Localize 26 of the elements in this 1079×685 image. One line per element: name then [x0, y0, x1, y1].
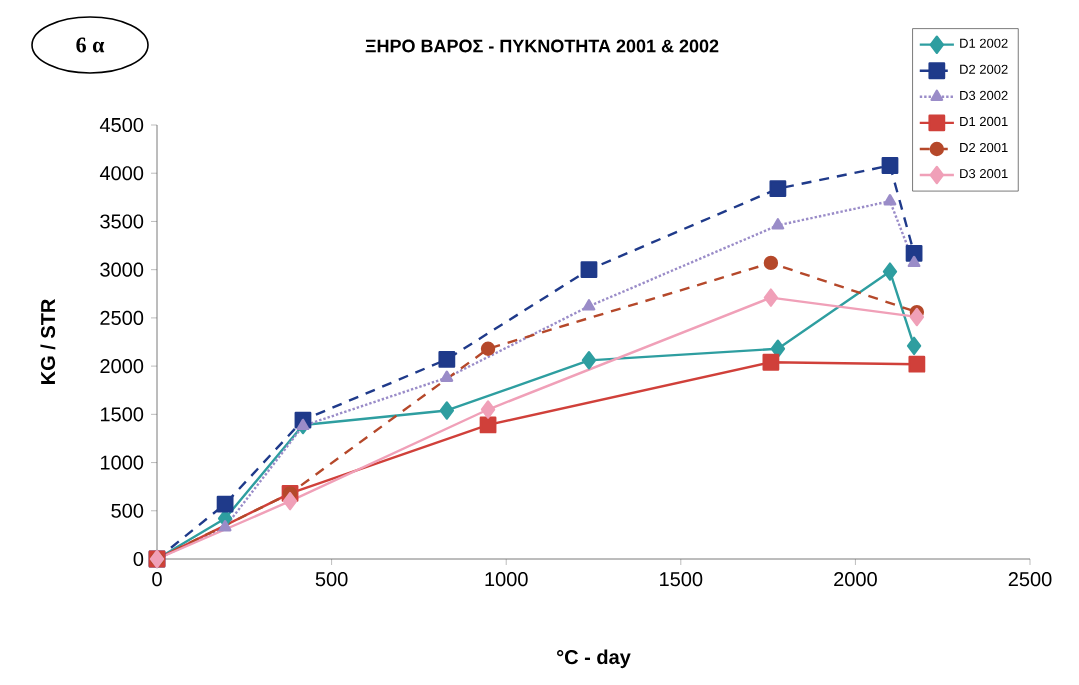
legend-label: D2 2001 [960, 142, 1008, 153]
text: 6 α [76, 37, 105, 53]
x-tick-label: 0 [152, 572, 162, 587]
y-tick-label: 3500 [100, 214, 144, 229]
legend-label: D3 2002 [960, 90, 1008, 100]
x-tick-label: 1000 [485, 572, 528, 587]
y-tick-label: 0 [133, 551, 144, 567]
x-tick-label: 2500 [1008, 572, 1052, 587]
legend-label: D3 2001 [960, 169, 1008, 179]
y-tick-label: 2500 [100, 310, 144, 325]
y-tick-label: 2000 [100, 359, 144, 374]
x-axis-title: °C - day [557, 649, 631, 669]
legend-label: D1 2002 [960, 38, 1008, 48]
y-tick-label: 4000 [99, 166, 144, 181]
x-tick-label: 500 [315, 572, 348, 587]
chart-title: ΞΗΡΟ ΒΑΡΟΣ - ΠΥΚΝΟΤΗΤΑ 2001 & 2002 [365, 39, 719, 53]
y-tick-label: 1000 [100, 455, 144, 470]
y-tick-label: 4500 [99, 117, 144, 133]
y-tick-label: 3000 [100, 262, 144, 277]
legend-label: D2 2002 [960, 64, 1008, 74]
x-tick-label: 2000 [834, 572, 877, 587]
y-axis-title: KG / STR [40, 299, 56, 384]
legend-label: D1 2001 [960, 116, 1008, 127]
x-tick-label: 1500 [660, 572, 703, 587]
y-tick-label: 500 [111, 503, 144, 518]
y-tick-label: 1500 [100, 407, 144, 422]
